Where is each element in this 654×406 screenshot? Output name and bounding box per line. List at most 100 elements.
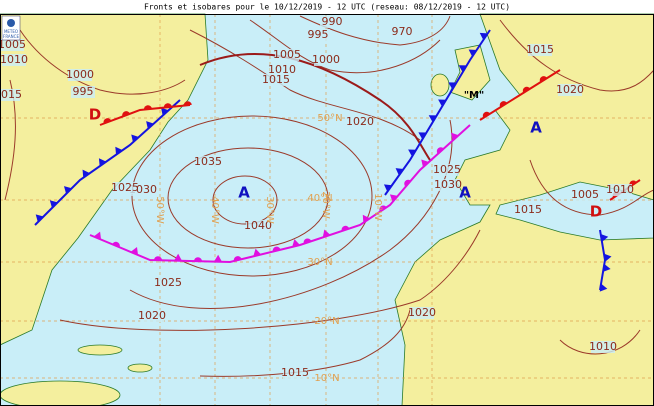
label-bg <box>140 310 164 322</box>
front-symbol <box>421 159 429 168</box>
grid-label: 30°N <box>307 257 332 268</box>
isobar-label: 1000 <box>66 68 94 81</box>
front-symbol <box>112 241 120 248</box>
map-title: Fronts et isobares pour le 10/12/2019 - … <box>144 3 510 12</box>
front-symbol <box>450 132 459 141</box>
isobar-label: 1005 <box>273 48 301 61</box>
front-symbol <box>395 168 404 176</box>
front-symbol <box>130 247 138 255</box>
isobar-label: 1035 <box>194 155 222 168</box>
label-bg <box>2 54 26 66</box>
isobar-label: 1010 <box>268 63 296 76</box>
front-symbol <box>233 256 242 262</box>
front-symbol <box>428 115 437 123</box>
graticule <box>0 14 654 406</box>
label-bg <box>246 220 270 232</box>
front-symbol <box>173 253 182 261</box>
front-symbol <box>322 229 331 238</box>
front-symbol <box>603 253 612 262</box>
front-symbol <box>143 105 152 110</box>
pressure-center: A <box>238 184 250 202</box>
pressure-center: D <box>590 203 602 221</box>
grid-label: 50°N <box>317 113 342 124</box>
label-bg <box>516 204 540 216</box>
front-symbol <box>160 107 169 116</box>
front-symbol <box>404 179 411 187</box>
grid-label: 30°W <box>264 196 275 224</box>
label-bg <box>275 49 299 61</box>
pressure-center: A <box>459 184 471 202</box>
isobar-label: 1015 <box>262 73 290 86</box>
front-symbol <box>599 283 608 292</box>
isobar-label: 1040 <box>244 219 272 232</box>
grid-label: 10°W <box>372 193 383 221</box>
pressure-center: "M" <box>464 90 484 101</box>
front-symbol <box>389 194 398 202</box>
front-symbol <box>131 134 139 143</box>
front-symbol <box>600 233 609 242</box>
front-symbol <box>153 256 162 261</box>
isobar-label: 1010 <box>589 340 617 353</box>
isobar-label: 1005 <box>571 188 599 201</box>
grid-label: 40°N <box>307 193 332 204</box>
label-bg <box>113 182 137 194</box>
grid-label: 20°N <box>314 316 339 327</box>
front-symbol <box>163 103 172 108</box>
label-bg <box>528 44 552 56</box>
front-symbol <box>362 214 370 223</box>
label-bg <box>306 29 330 41</box>
isobar <box>499 19 654 92</box>
isobar-label: 1020 <box>346 115 374 128</box>
isobar-label: 1015 <box>0 88 22 101</box>
label-bg <box>314 54 338 66</box>
label-bg <box>608 184 632 196</box>
isobar <box>249 19 441 74</box>
front-symbol <box>35 214 44 223</box>
front-line <box>384 29 491 196</box>
isobar-label: 1020 <box>138 309 166 322</box>
label-bg <box>71 86 95 98</box>
label-bg <box>435 164 459 176</box>
cuba <box>77 344 123 356</box>
front-symbol <box>603 263 611 272</box>
central-america <box>0 380 121 406</box>
isobar-label: 1015 <box>514 203 542 216</box>
front-symbol <box>418 132 427 140</box>
isobar-label: 1010 <box>606 183 634 196</box>
label-bg <box>68 69 92 81</box>
isobar-label: 995 <box>308 28 329 41</box>
label-bg <box>196 156 220 168</box>
label-bg <box>348 116 372 128</box>
hispaniola <box>127 363 153 373</box>
label-bg <box>390 26 414 38</box>
logo: METEO FRANCE <box>1 15 21 41</box>
front-symbol <box>383 184 392 192</box>
isobar <box>559 329 641 355</box>
front-symbol <box>436 147 444 154</box>
label-bg <box>270 64 294 76</box>
label-bg <box>0 39 24 51</box>
front-symbol <box>482 111 491 118</box>
front-symbol <box>458 65 467 73</box>
isobar <box>529 159 654 216</box>
label-bg <box>591 341 615 353</box>
front-symbol <box>93 231 102 240</box>
isobar <box>212 175 278 225</box>
front-symbol <box>103 118 112 124</box>
label-bg <box>264 74 288 86</box>
front-symbol <box>468 49 477 57</box>
label-bg <box>0 89 20 101</box>
isobar-label: 970 <box>392 25 413 38</box>
front-symbol <box>49 200 58 209</box>
isobar <box>167 147 329 249</box>
front-symbol <box>408 149 417 157</box>
labels: 1005101010151000995100510101015995990100… <box>0 15 634 384</box>
isobar <box>19 29 186 95</box>
front-symbol <box>292 239 300 247</box>
front-symbol <box>63 186 72 194</box>
label-bg <box>283 367 307 379</box>
pressure-center: A <box>530 119 542 137</box>
ireland <box>430 73 450 97</box>
